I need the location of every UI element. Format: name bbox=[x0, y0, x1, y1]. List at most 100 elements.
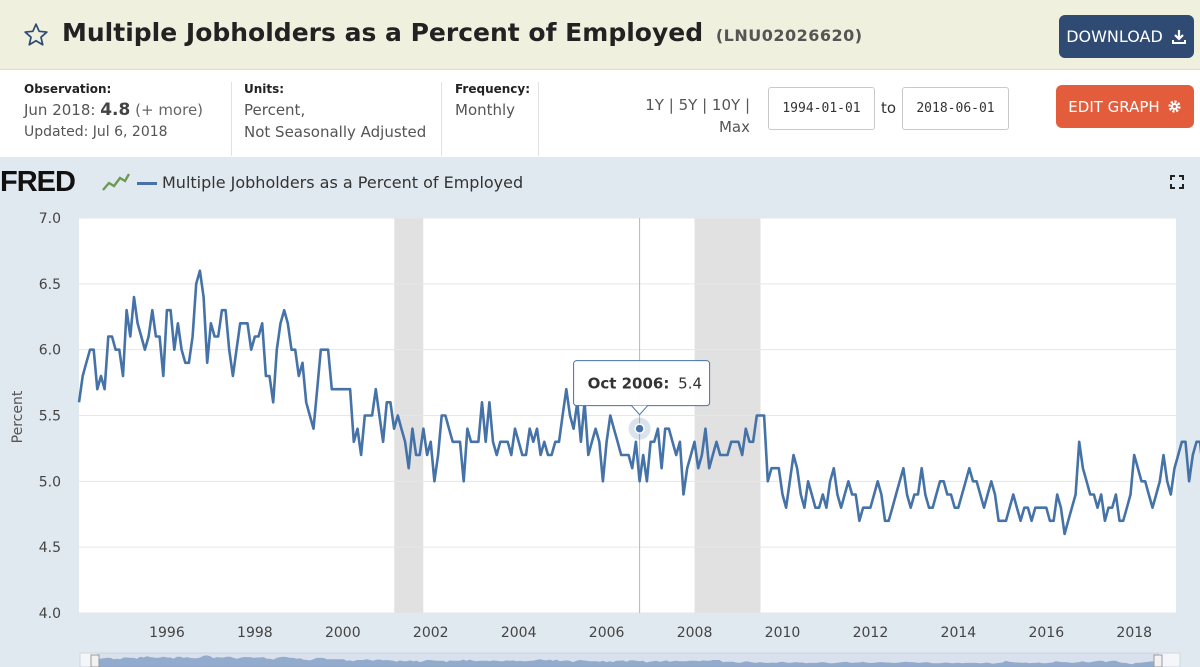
data-point bbox=[356, 427, 359, 430]
data-point bbox=[972, 480, 975, 483]
data-point bbox=[429, 441, 432, 444]
series-meta: Observation: Jun 2018: 4.8 (+ more) Upda… bbox=[0, 70, 1200, 157]
edit-graph-button[interactable]: EDIT GRAPH bbox=[1056, 85, 1194, 128]
y-axis-label: Percent bbox=[10, 390, 26, 443]
star-icon[interactable] bbox=[23, 22, 49, 48]
x-tick-label: 2012 bbox=[853, 625, 889, 641]
data-point bbox=[499, 441, 502, 444]
data-point bbox=[745, 427, 748, 430]
data-point bbox=[778, 467, 781, 470]
data-point bbox=[924, 493, 927, 496]
data-point bbox=[1122, 520, 1125, 523]
data-point bbox=[103, 388, 106, 391]
data-point bbox=[327, 348, 330, 351]
data-point bbox=[298, 375, 301, 378]
data-point bbox=[697, 467, 700, 470]
x-tick-label: 1996 bbox=[149, 625, 185, 641]
range-1y-button[interactable]: 1Y bbox=[645, 96, 664, 114]
data-point bbox=[887, 520, 890, 523]
data-point bbox=[389, 401, 392, 404]
data-point bbox=[382, 441, 385, 444]
end-date-input[interactable]: 2018-06-01 bbox=[902, 87, 1009, 130]
frequency-value: Monthly bbox=[455, 101, 516, 119]
range-5y-button[interactable]: 5Y bbox=[678, 96, 698, 114]
data-point bbox=[781, 493, 784, 496]
data-point bbox=[748, 441, 751, 444]
data-point bbox=[1052, 520, 1055, 523]
data-point bbox=[715, 441, 718, 444]
data-point bbox=[649, 441, 652, 444]
data-point bbox=[1082, 467, 1085, 470]
data-point bbox=[503, 441, 506, 444]
data-point bbox=[400, 427, 403, 430]
data-point bbox=[953, 506, 956, 509]
data-point bbox=[448, 427, 451, 430]
data-point bbox=[675, 454, 678, 457]
data-point bbox=[122, 375, 125, 378]
data-point bbox=[763, 414, 766, 417]
data-point bbox=[397, 414, 400, 417]
data-point bbox=[961, 493, 964, 496]
data-point bbox=[532, 441, 535, 444]
data-point bbox=[712, 454, 715, 457]
frequency-label: Frequency: bbox=[455, 82, 531, 96]
data-point bbox=[459, 441, 462, 444]
legend-label: Multiple Jobholders as a Percent of Empl… bbox=[162, 173, 524, 192]
data-point bbox=[627, 454, 630, 457]
y-axis: 4.0 4.5 5.0 5.5 6.0 6.5 7.0 bbox=[39, 211, 61, 622]
data-point bbox=[690, 454, 693, 457]
data-point bbox=[451, 441, 454, 444]
hover-point[interactable] bbox=[634, 423, 645, 434]
data-point bbox=[997, 520, 1000, 523]
data-point bbox=[283, 309, 286, 312]
page-title: Multiple Jobholders as a Percent of Empl… bbox=[62, 18, 863, 47]
data-point bbox=[928, 506, 931, 509]
data-point bbox=[939, 480, 942, 483]
more-observations-link[interactable]: (+ more) bbox=[135, 101, 204, 119]
gridlines bbox=[79, 217, 1176, 614]
data-point bbox=[1137, 467, 1140, 470]
data-point bbox=[375, 388, 378, 391]
data-point bbox=[950, 493, 953, 496]
data-point bbox=[506, 441, 509, 444]
range-navigator[interactable] bbox=[79, 652, 1181, 667]
data-point bbox=[865, 506, 868, 509]
navigator-handle-left bbox=[90, 654, 100, 667]
data-point bbox=[323, 348, 326, 351]
data-point bbox=[646, 480, 649, 483]
download-button[interactable]: DOWNLOAD bbox=[1059, 15, 1194, 58]
data-point bbox=[521, 454, 524, 457]
y-tick-label: 6.5 bbox=[39, 277, 61, 293]
data-point bbox=[125, 309, 128, 312]
data-point bbox=[85, 362, 88, 365]
data-point bbox=[587, 454, 590, 457]
data-point bbox=[558, 441, 561, 444]
data-point bbox=[979, 493, 982, 496]
header-bar: Multiple Jobholders as a Percent of Empl… bbox=[0, 0, 1200, 70]
data-point bbox=[276, 348, 279, 351]
data-point bbox=[737, 441, 740, 444]
data-point bbox=[994, 493, 997, 496]
data-point bbox=[473, 441, 476, 444]
data-point bbox=[78, 401, 81, 404]
data-point bbox=[1067, 520, 1070, 523]
series-line[interactable] bbox=[77, 269, 1200, 548]
start-date-input[interactable]: 1994-01-01 bbox=[768, 87, 875, 130]
range-10y-button[interactable]: 10Y bbox=[711, 96, 741, 114]
data-point bbox=[829, 480, 832, 483]
range-max-button[interactable]: Max bbox=[718, 118, 750, 136]
x-tick-label: 2006 bbox=[589, 625, 625, 641]
separator: | bbox=[702, 96, 708, 114]
data-point bbox=[107, 335, 110, 338]
data-point bbox=[1093, 493, 1096, 496]
data-point bbox=[895, 493, 898, 496]
data-point bbox=[1111, 506, 1114, 509]
data-point bbox=[1012, 493, 1015, 496]
data-point bbox=[756, 414, 759, 417]
data-point bbox=[873, 493, 876, 496]
fullscreen-icon[interactable] bbox=[1170, 175, 1184, 189]
date-range-presets: 1Y | 5Y | 10Y | Max bbox=[630, 94, 750, 138]
data-point bbox=[851, 493, 854, 496]
data-point bbox=[1063, 533, 1066, 536]
data-point bbox=[635, 441, 638, 444]
